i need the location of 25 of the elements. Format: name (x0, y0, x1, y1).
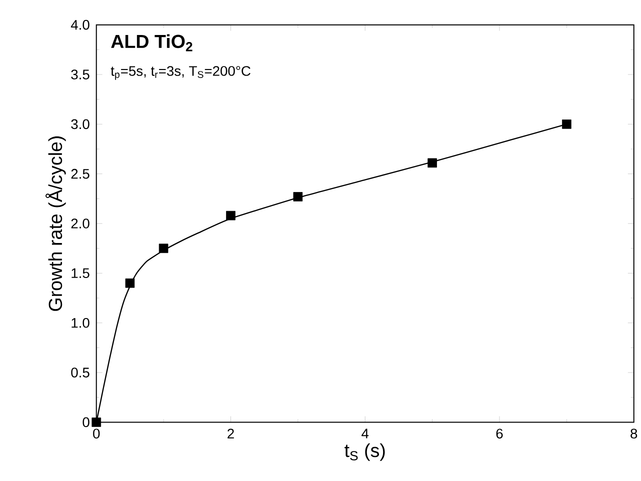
y-axis-title: Growth rate (Å/cycle) (46, 136, 66, 311)
chart-title: ALD TiO$_{2}$ (111, 34, 192, 52)
x-tick-label: 6 (496, 428, 503, 439)
y-tick-label: 3.5 (71, 70, 90, 80)
x-tick-label: 0 (93, 428, 100, 439)
point (428, 158, 437, 168)
point (293, 192, 303, 202)
x-tick-label: 8 (630, 428, 638, 439)
y-tick-label: 1.5 (72, 268, 90, 278)
point (562, 120, 572, 129)
text: t$_{p}$=5s, t$_{r}$=3s, T$_{S}$=200°C (110, 66, 250, 80)
y-tick-label: 1.0 (72, 318, 90, 328)
y-tick-label: 0.5 (71, 368, 90, 378)
y-tick-label: 3.0 (71, 119, 90, 130)
y-tick-label: 0 (82, 417, 90, 428)
point (125, 278, 135, 288)
x-tick-label: 2 (228, 428, 234, 438)
y-tick-label: 4.0 (70, 20, 90, 30)
y-tick-label: 2.5 (71, 169, 90, 179)
x-tick-label: 4 (362, 428, 369, 438)
x-axis-title: t$_{S}$ (s) (344, 443, 385, 461)
point (92, 418, 102, 427)
y-tick-label: 2.0 (71, 218, 90, 229)
point (158, 244, 168, 254)
point (226, 211, 236, 220)
